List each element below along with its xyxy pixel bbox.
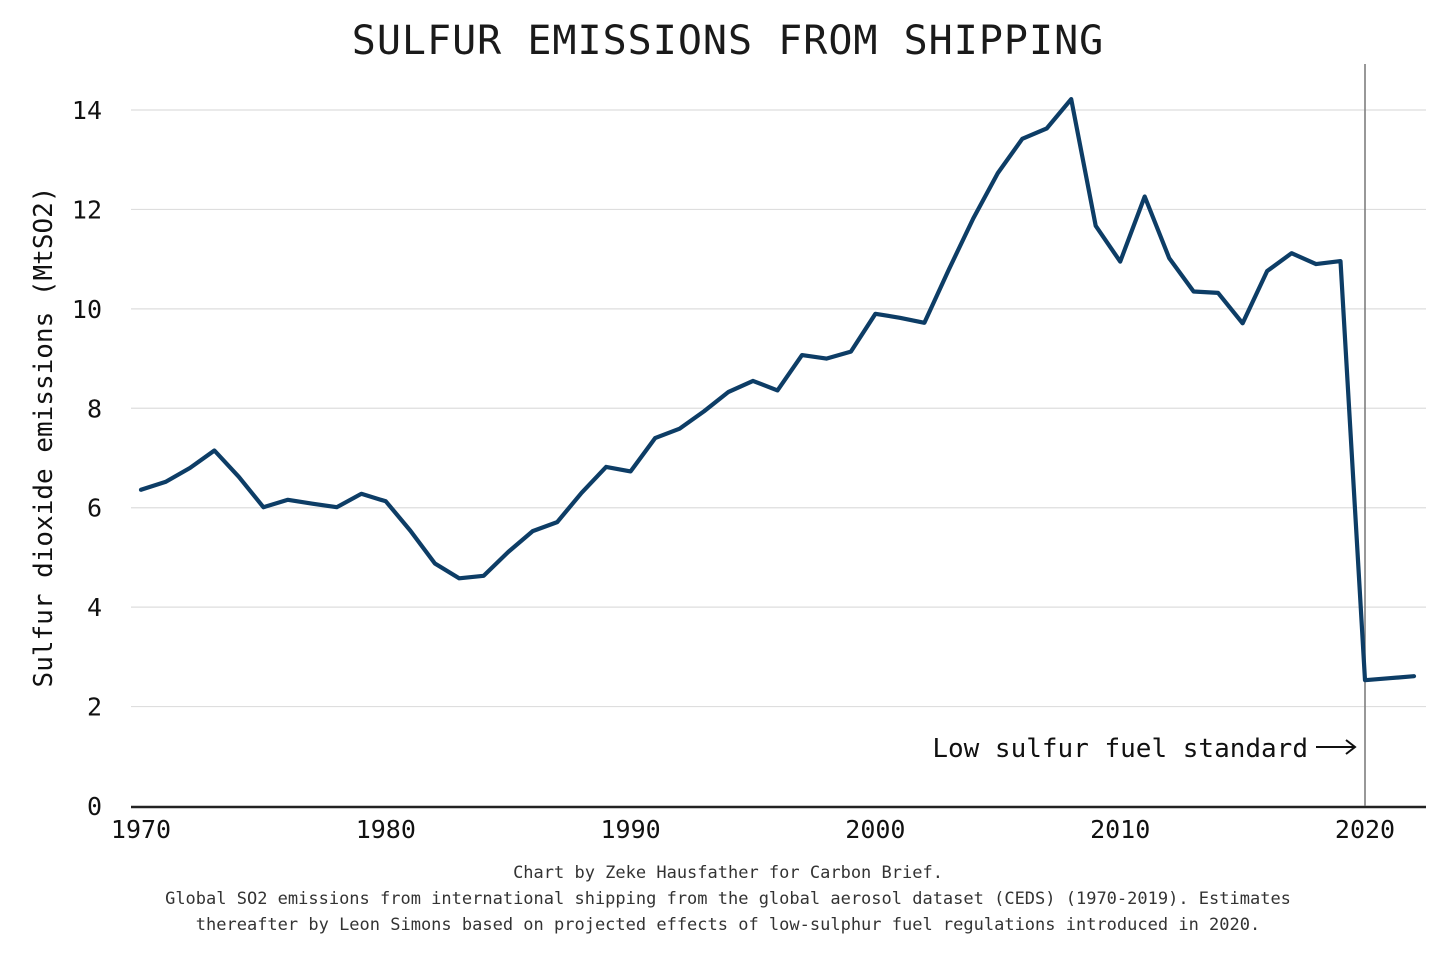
x-tick-label: 2020 <box>1335 815 1395 844</box>
y-tick-label: 0 <box>87 792 102 821</box>
x-tick-labels: 1970 1980 1990 2000 2010 2020 <box>111 815 1395 844</box>
annotation-layer: Low sulfur fuel standard <box>932 734 1357 764</box>
chart-title: SULFUR EMISSIONS FROM SHIPPING <box>351 18 1105 64</box>
y-tick-label: 8 <box>87 394 102 423</box>
y-tick-label: 4 <box>87 593 102 622</box>
x-tick-label: 2010 <box>1090 815 1150 844</box>
series-line <box>138 96 1417 683</box>
y-tick-label: 6 <box>87 494 102 523</box>
series-layer <box>138 96 1417 683</box>
line-chart: 0 2 4 6 8 10 12 14 1970 1980 1990 2000 2010 2020 Sul… <box>29 64 1426 844</box>
chart-footer: Chart by Zeke Hausfather for Carbon Brie… <box>0 860 1456 938</box>
x-tick-label: 1980 <box>356 815 416 844</box>
y-tick-label: 2 <box>87 693 102 722</box>
gridlines <box>131 109 1426 708</box>
y-axis-label: Sulfur dioxide emissions (MtSO2) <box>29 187 59 688</box>
y-tick-label: 14 <box>72 96 102 125</box>
annotation-arrow-head <box>1345 739 1357 755</box>
x-tick-label: 2000 <box>845 815 905 844</box>
x-tick-label: 1970 <box>111 815 171 844</box>
x-tick-label: 1990 <box>600 815 660 844</box>
y-tick-label: 12 <box>72 195 102 224</box>
footer-source-line-2: thereafter by Leon Simons based on proje… <box>195 915 1261 935</box>
footer-source-line-1: Global SO2 emissions from international … <box>165 889 1291 909</box>
y-tick-label: 10 <box>72 295 102 324</box>
footer-credit: Chart by Zeke Hausfather for Carbon Brie… <box>513 863 943 883</box>
y-tick-labels: 0 2 4 6 8 10 12 14 <box>72 96 102 821</box>
annotation-text: Low sulfur fuel standard <box>932 734 1308 764</box>
